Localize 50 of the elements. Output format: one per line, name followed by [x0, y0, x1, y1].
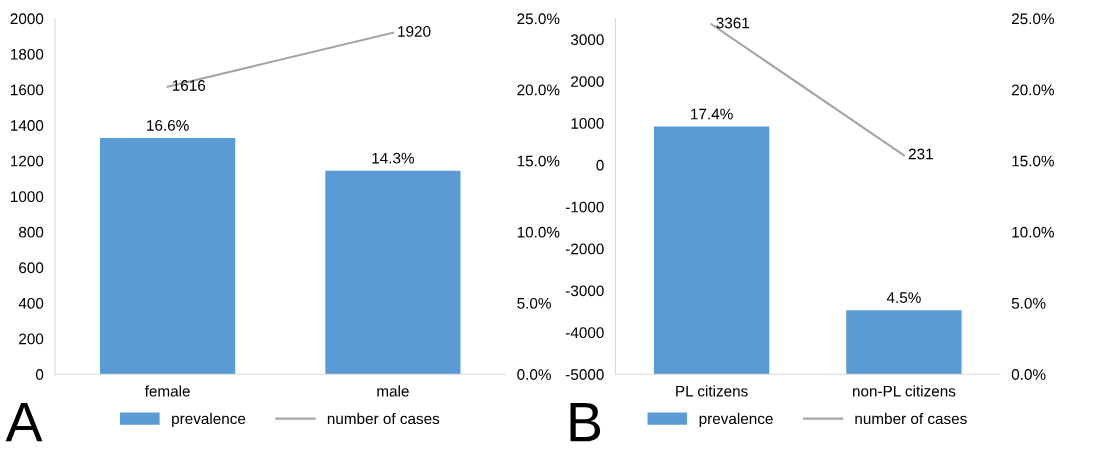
y2-tick-label: 5.0% — [1011, 297, 1046, 309]
y-tick-label: 1000 — [571, 117, 604, 129]
y-tick-label: 800 — [19, 226, 44, 238]
y2-tick-label: 5.0% — [517, 297, 551, 309]
y2-tick-label: 25.0% — [1011, 13, 1054, 25]
data-label: 3361 — [716, 17, 750, 29]
y-tick-label: 200 — [19, 333, 44, 345]
y2-tick-label: 10.0% — [1012, 226, 1054, 238]
y-tick-label: -2000 — [565, 243, 604, 255]
x-tick-label: male — [377, 385, 409, 397]
data-label: 16.6% — [147, 120, 189, 131]
y-tick-label: 400 — [18, 297, 44, 309]
y-tick-label: 1800 — [11, 48, 44, 60]
y2-tick-label: 25.0% — [517, 13, 560, 25]
y2-tick-label: 0.0% — [1011, 369, 1046, 380]
data-label: 1920 — [398, 25, 431, 37]
legend-label: prevalence — [172, 412, 246, 428]
legend-label: number of cases — [855, 412, 967, 425]
x-tick-label: PL citizens — [676, 385, 748, 397]
data-label: 231 — [908, 148, 933, 160]
y-tick-label: 0 — [596, 159, 604, 171]
y-tick-label: -5000 — [565, 369, 604, 380]
y-tick-label: -4000 — [565, 327, 604, 339]
data-label: 14.3% — [372, 152, 415, 164]
y2-tick-label: 20.0% — [1011, 84, 1054, 96]
y2-tick-label: 20.0% — [517, 84, 560, 96]
y-tick-label: 600 — [19, 262, 44, 274]
y-tick-label: 2000 — [571, 76, 604, 87]
data-label: 4.5% — [886, 292, 921, 303]
x-tick-label: female — [144, 385, 190, 397]
y-tick-label: 1200 — [11, 155, 44, 167]
y2-tick-label: 0.0% — [517, 369, 551, 380]
y-tick-label: 3000 — [570, 34, 604, 46]
legend-label: prevalence — [699, 412, 773, 428]
data-label: 1616 — [172, 80, 206, 91]
y-tick-label: 2000 — [10, 13, 44, 25]
x-tick-label: non-PL citizens — [853, 385, 956, 397]
y2-tick-label: 15.0% — [517, 155, 560, 167]
y-tick-label: 1400 — [11, 120, 44, 131]
y-tick-label: 1600 — [11, 84, 44, 96]
text: B — [570, 403, 601, 442]
y2-tick-label: 15.0% — [1012, 155, 1054, 167]
y-tick-label: -3000 — [565, 285, 604, 297]
y2-tick-label: 10.0% — [517, 226, 560, 238]
y-tick-label: -1000 — [565, 201, 604, 213]
text: A — [5, 403, 43, 442]
legend-label: number of cases — [327, 412, 440, 425]
y-tick-label: 1000 — [11, 191, 44, 203]
data-label: 17.4% — [691, 108, 733, 120]
y-tick-label: 0 — [35, 369, 44, 380]
